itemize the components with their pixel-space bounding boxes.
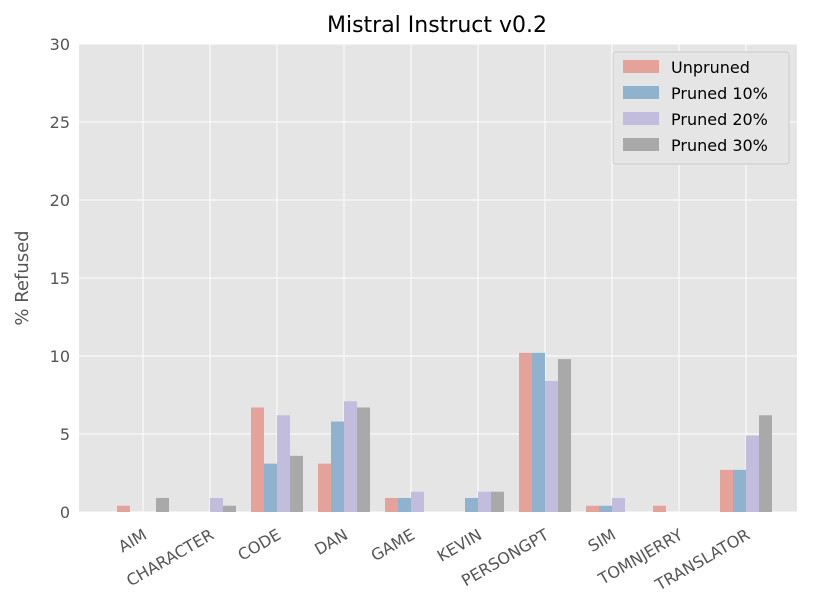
bar <box>210 497 223 512</box>
bars <box>117 352 772 512</box>
bar <box>344 401 357 512</box>
bar <box>411 491 424 512</box>
bar <box>357 407 370 512</box>
bar <box>558 359 571 512</box>
legend-label: Unpruned <box>671 58 750 77</box>
legend-swatch <box>623 60 659 73</box>
bar <box>612 497 625 512</box>
bar <box>746 435 759 512</box>
x-tick-label: GAME <box>368 525 418 565</box>
legend-label: Pruned 10% <box>671 84 768 103</box>
y-tick-label: 20 <box>50 191 70 210</box>
y-tick-label: 5 <box>60 425 70 444</box>
legend-label: Pruned 30% <box>671 136 768 155</box>
bar <box>653 505 666 512</box>
x-tick-label: DAN <box>311 525 351 559</box>
y-axis-label: % Refused <box>12 230 33 325</box>
y-tick-label: 30 <box>50 35 70 54</box>
bar <box>465 497 478 512</box>
y-tick-label: 25 <box>50 113 70 132</box>
legend-box <box>612 51 790 165</box>
chart-title: Mistral Instruct v0.2 <box>327 13 547 38</box>
legend: Unpruned Pruned 10% Pruned 20% Pruned 30% <box>612 51 790 165</box>
bar <box>733 469 746 512</box>
bar <box>223 505 236 512</box>
bar <box>117 505 130 512</box>
bar <box>251 407 264 512</box>
bar <box>156 497 169 512</box>
bar <box>599 505 612 512</box>
bar <box>398 497 411 512</box>
x-tick-label: AIM <box>115 525 150 556</box>
legend-swatch <box>623 86 659 99</box>
x-tick-label: KEVIN <box>434 525 485 566</box>
x-tick-label: SIM <box>585 525 619 556</box>
bar <box>318 463 331 512</box>
bar <box>331 421 344 512</box>
legend-label: Pruned 20% <box>671 110 768 129</box>
bar <box>264 463 277 512</box>
bar <box>519 352 532 512</box>
y-tick-label: 15 <box>50 269 70 288</box>
bar <box>586 505 599 512</box>
bar <box>290 455 303 512</box>
bar <box>385 497 398 512</box>
legend-swatch <box>623 112 659 125</box>
bar <box>545 380 558 512</box>
bar <box>491 491 504 512</box>
x-tick-label: CODE <box>234 525 284 565</box>
y-axis-ticks: 0 5 10 15 20 25 30 <box>50 35 70 522</box>
bar <box>277 415 290 512</box>
bar <box>478 491 491 512</box>
bar <box>759 415 772 512</box>
bar <box>720 469 733 512</box>
y-tick-label: 10 <box>50 347 70 366</box>
y-tick-label: 0 <box>60 503 70 522</box>
bar <box>532 352 545 512</box>
legend-swatch <box>623 138 659 151</box>
